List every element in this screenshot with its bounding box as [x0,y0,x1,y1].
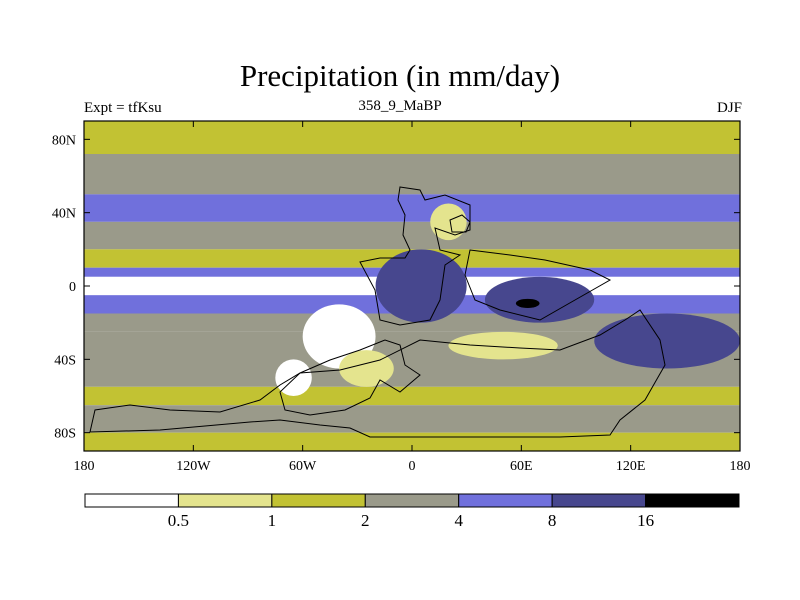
region-1 [275,359,312,396]
region-7 [594,313,740,369]
coastline-north-africa-island [449,214,471,233]
region-5 [484,276,595,323]
zonal-band-10 [84,386,740,406]
x-tick-label: 180 [74,459,95,474]
y-tick-label: 80N [52,133,76,148]
colorbar-swatch-6 [645,493,740,508]
colorbar-swatch-2 [271,493,366,508]
colorbar-label: 8 [548,511,557,530]
map-field [84,121,740,451]
y-tick-label: 40N [52,207,76,222]
y-tick-label: 80S [54,427,76,442]
coastline-asia [464,249,612,321]
colorbar-label: 4 [454,511,463,530]
x-tick-label: 0 [409,459,416,474]
colorbar-swatch-4 [458,493,553,508]
colorbar-label: 2 [361,511,370,530]
region-8 [448,331,558,360]
zonal-band-12 [84,432,740,451]
axes: 180 120W 60W 0 60E 120E 180 80N 40N 0 40S 80S [52,121,751,474]
season-label: DJF [716,100,742,116]
region-6 [515,298,540,308]
colorbar-swatch-3 [364,493,460,508]
colorbar-label: 0.5 [168,511,189,530]
coastline-africa-europe [359,186,471,326]
region-2 [339,350,394,387]
x-tick-label: 60W [289,459,317,474]
coastline-south-america [279,339,421,416]
colorbar: 0.5 1 2 4 8 16 [84,493,740,530]
coastline-australia-gondwana [89,309,666,438]
y-tick-label: 40S [54,353,76,368]
colorbar-label: 16 [637,511,654,530]
zonal-band-3 [84,221,740,250]
y-tick-label: 0 [69,280,76,295]
zonal-band-2 [84,194,740,222]
zonal-band-11 [84,405,740,433]
colorbar-swatch-1 [177,493,273,508]
x-tick-label: 120E [616,459,646,474]
zonal-band-1 [84,154,740,195]
experiment-label: Expt = tfKsu [84,100,162,116]
x-tick-label: 120W [176,459,211,474]
colorbar-label: 1 [268,511,277,530]
coastline-outline [89,186,666,438]
chart-title: Precipitation (in mm/day) [239,58,561,93]
region-3 [375,249,467,323]
x-tick-label: 60E [510,459,533,474]
region-4 [430,203,467,241]
colorbar-swatch-0 [84,493,179,508]
colorbar-swatch-5 [551,493,647,508]
period-label: 358_9_MaBP [358,98,442,114]
x-tick-label: 180 [730,459,751,474]
